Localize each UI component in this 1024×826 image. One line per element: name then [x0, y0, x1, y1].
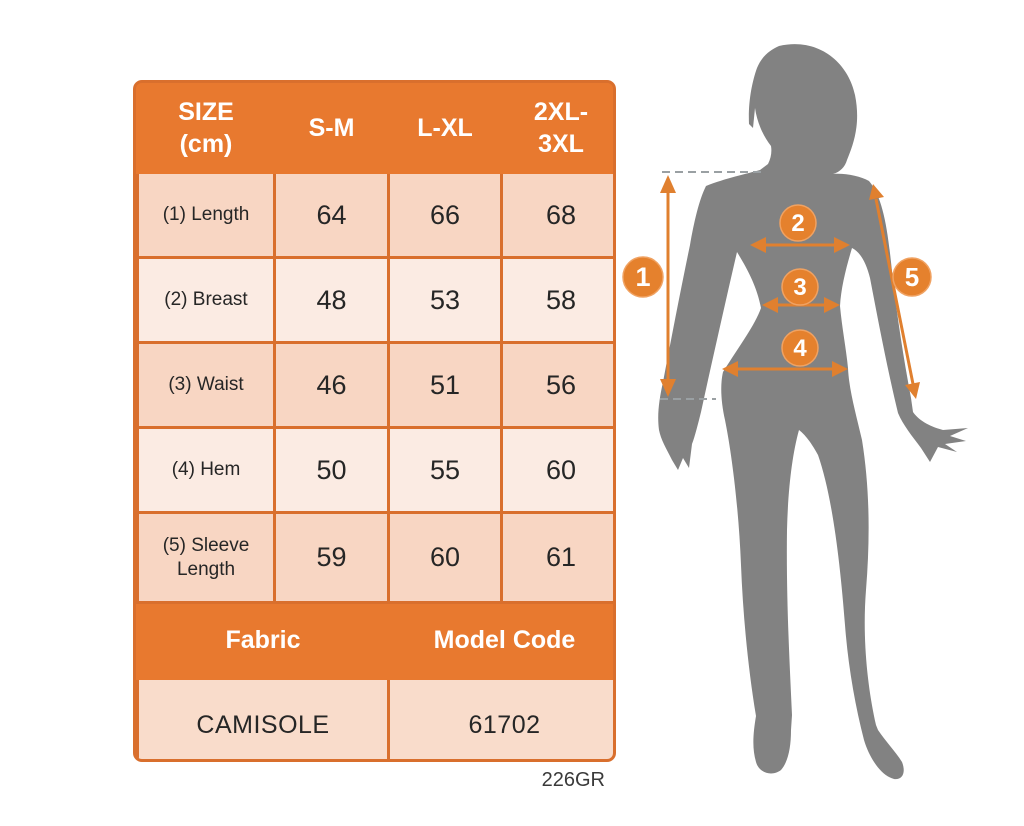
- size-value: 48: [273, 256, 390, 344]
- marker-3: 3: [781, 268, 819, 306]
- svg-text:1: 1: [635, 262, 650, 292]
- size-value: 66: [387, 171, 503, 259]
- info-header-row: Fabric Model Code: [136, 601, 613, 680]
- table-row-waist: (3) Waist 46 51 56: [136, 341, 613, 429]
- size-value: 50: [273, 426, 390, 514]
- header-l-xl: L-XL: [387, 83, 503, 174]
- svg-text:4: 4: [793, 335, 807, 362]
- breast-arrow: [750, 237, 850, 253]
- size-value: 68: [500, 171, 613, 259]
- header-2xl-3xl: 2XL- 3XL: [500, 83, 613, 174]
- header-size-line1: SIZE: [178, 98, 234, 127]
- row-label: (5) Sleeve Length: [136, 511, 276, 604]
- size-value: 51: [387, 341, 503, 429]
- marker-4: 4: [781, 329, 819, 367]
- size-value: 58: [500, 256, 613, 344]
- size-value: 60: [500, 426, 613, 514]
- size-value: 60: [387, 511, 503, 604]
- row-label: (3) Waist: [136, 341, 276, 429]
- model-code-header: Model Code: [387, 601, 613, 680]
- header-size-line2: (cm): [179, 129, 233, 158]
- table-row-sleeve-length: (5) Sleeve Length 59 60 61: [136, 511, 613, 604]
- table-row-hem: (4) Hem 50 55 60: [136, 426, 613, 514]
- hem-arrow: [722, 361, 848, 377]
- svg-text:3: 3: [793, 274, 806, 301]
- size-value: 64: [273, 171, 390, 259]
- woman-silhouette: [658, 44, 968, 780]
- table-row-breast: (2) Breast 48 53 58: [136, 256, 613, 344]
- marker-5: 5: [892, 257, 932, 297]
- fabric-header: Fabric: [136, 601, 390, 680]
- sleeve-arrow: [869, 184, 920, 399]
- svg-text:5: 5: [905, 262, 919, 292]
- size-value: 53: [387, 256, 503, 344]
- weight-footnote: 226GR: [541, 769, 605, 791]
- row-label: (4) Hem: [136, 426, 276, 514]
- header-size-cm: SIZE (cm): [136, 83, 276, 174]
- row-label: (1) Length: [136, 171, 276, 259]
- info-value-row: CAMISOLE 61702: [136, 677, 613, 759]
- size-value: 46: [273, 341, 390, 429]
- svg-text:2: 2: [791, 210, 804, 237]
- header-s-m: S-M: [273, 83, 390, 174]
- fabric-value: CAMISOLE: [136, 677, 390, 759]
- row-label: (2) Breast: [136, 256, 276, 344]
- size-value: 56: [500, 341, 613, 429]
- size-value: 59: [273, 511, 390, 604]
- size-table: SIZE (cm) S-M L-XL 2XL- 3XL (1) Length 6…: [136, 83, 613, 759]
- size-value: 61: [500, 511, 613, 604]
- marker-2: 2: [779, 204, 817, 242]
- size-table-container: SIZE (cm) S-M L-XL 2XL- 3XL (1) Length 6…: [133, 80, 616, 762]
- size-table-header-row: SIZE (cm) S-M L-XL 2XL- 3XL: [136, 83, 613, 174]
- length-arrow: [660, 175, 676, 397]
- size-value: 55: [387, 426, 503, 514]
- table-row-length: (1) Length 64 66 68: [136, 171, 613, 259]
- model-code-value: 61702: [387, 677, 613, 759]
- marker-1: 1: [622, 256, 664, 298]
